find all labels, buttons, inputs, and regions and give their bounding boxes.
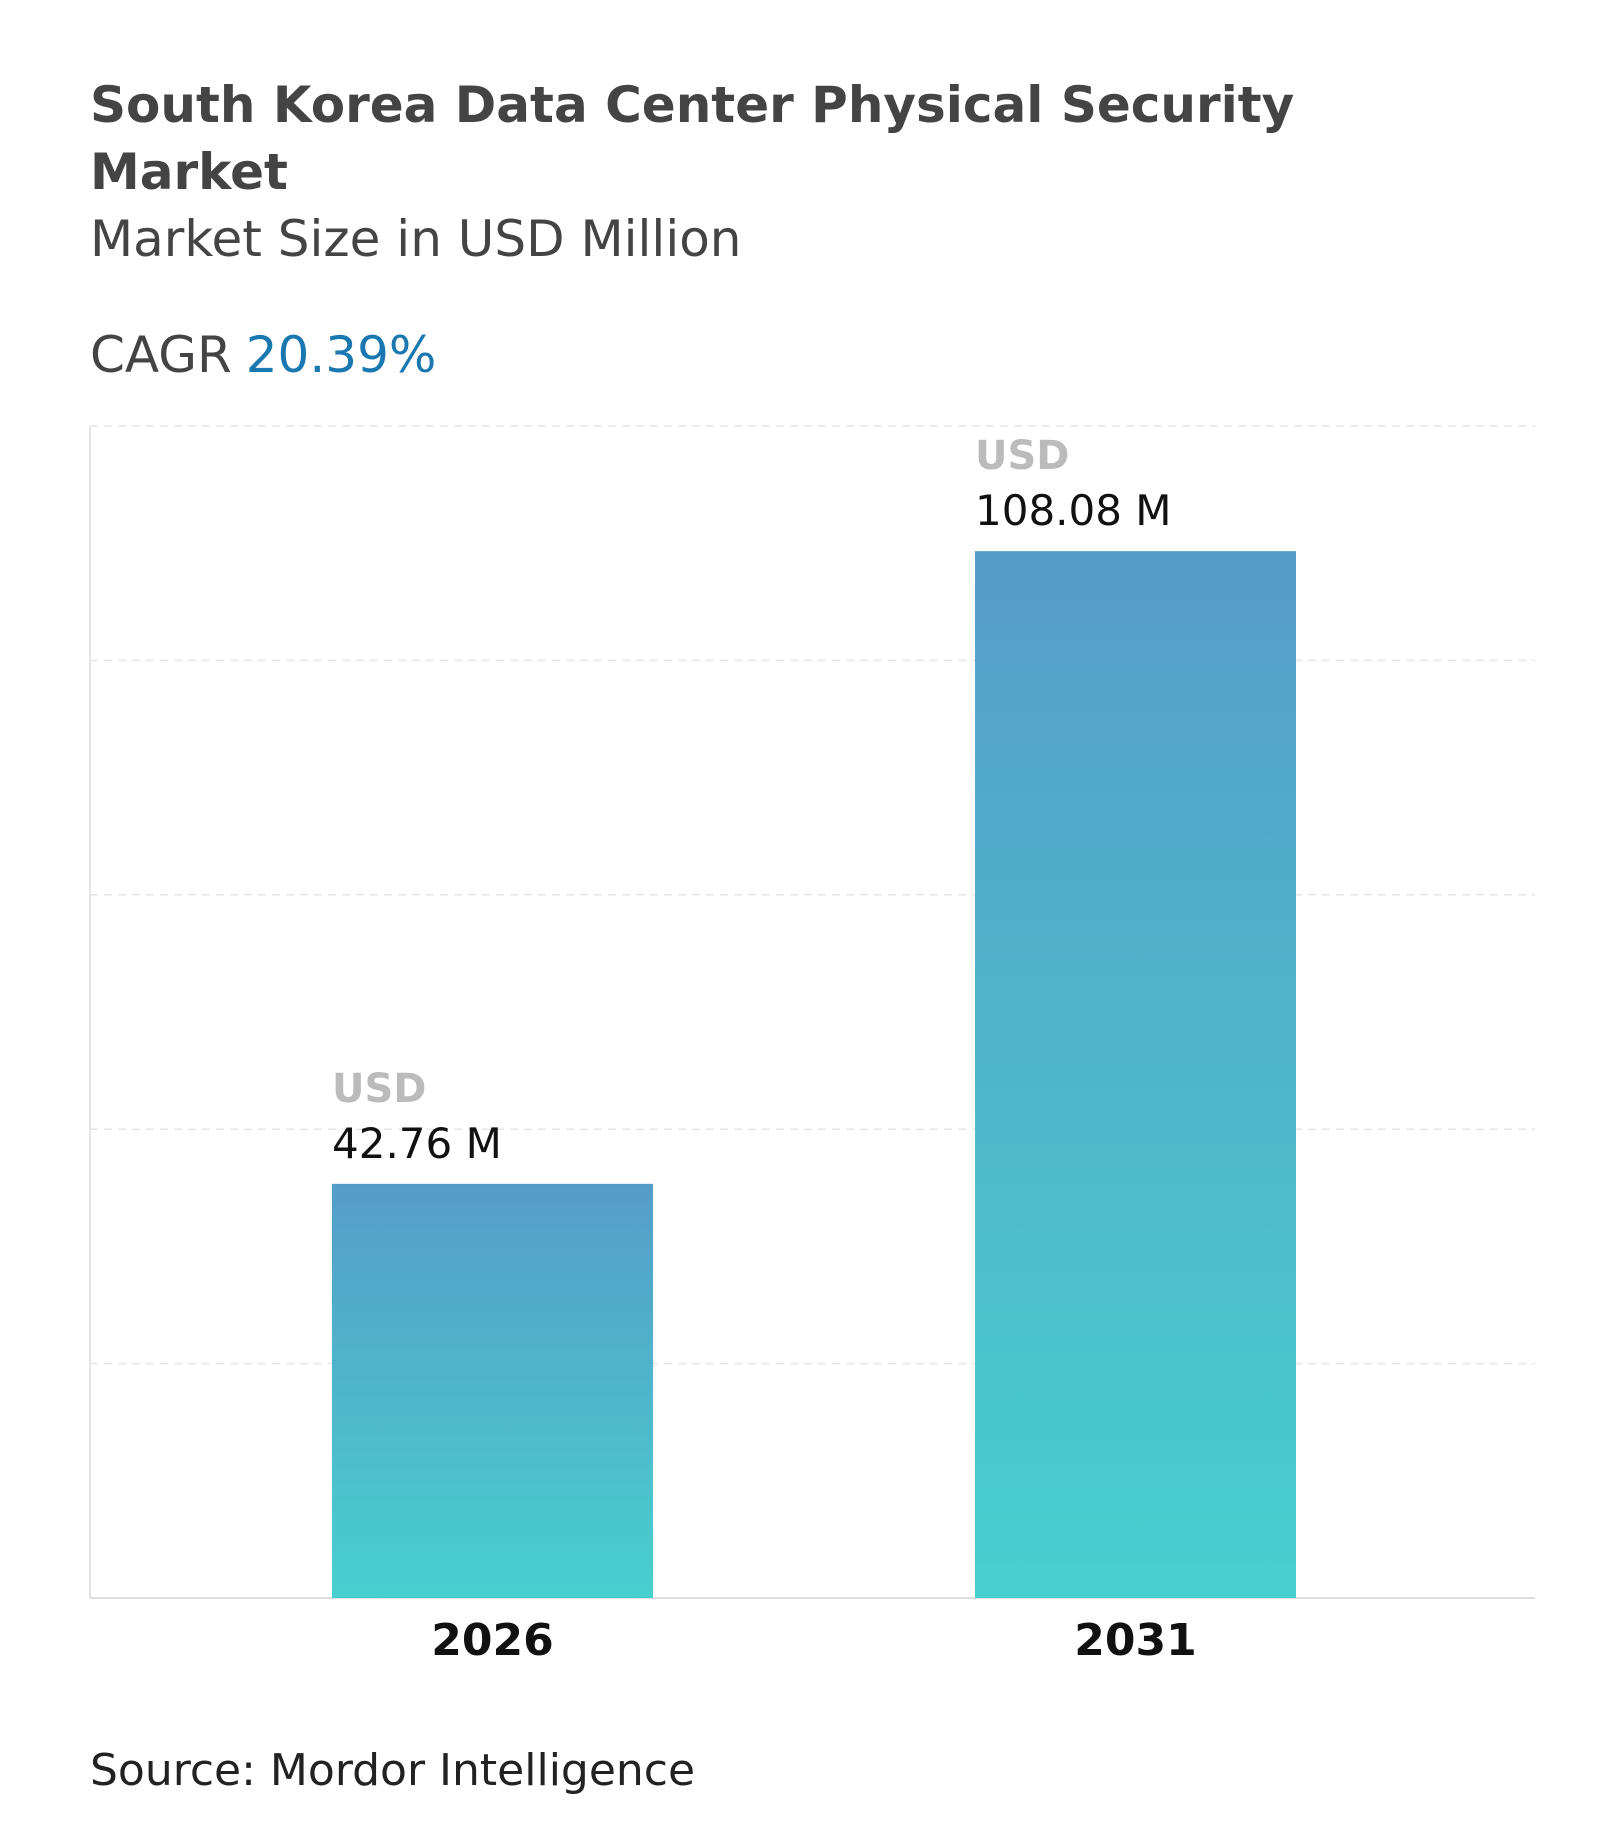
cagr-value: 20.39% (245, 326, 437, 384)
chart-subtitle: Market Size in USD Million (90, 210, 742, 268)
x-tick-label: 2026 (431, 1615, 553, 1666)
cagr: CAGR 20.39% (90, 326, 436, 384)
bar-2026 (332, 1183, 653, 1598)
data-label-value: 42.76 M (332, 1119, 502, 1168)
cagr-label: CAGR (90, 326, 232, 384)
source-note: Source: Mordor Intelligence (90, 1745, 696, 1796)
data-label-unit: USD (975, 433, 1070, 479)
data-label-unit: USD (332, 1066, 427, 1112)
x-tick-label: 2031 (1074, 1615, 1196, 1666)
data-label-value: 108.08 M (975, 486, 1172, 535)
chart-title: South Korea Data Center Physical Securit… (90, 76, 1295, 201)
bar-2031 (975, 551, 1296, 1598)
